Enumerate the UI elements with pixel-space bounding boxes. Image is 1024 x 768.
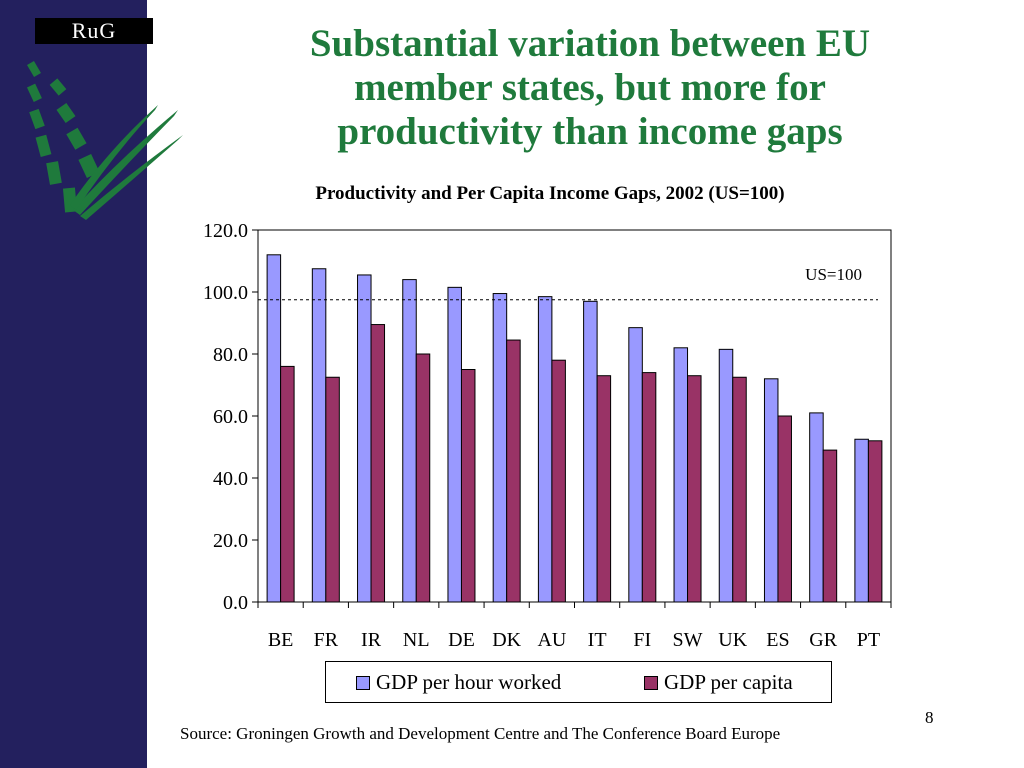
plot-area bbox=[257, 229, 892, 603]
legend-item-hour: GDP per hour worked bbox=[356, 670, 561, 695]
page-number: 8 bbox=[925, 708, 934, 727]
bar-hour-sw bbox=[673, 347, 689, 603]
x-tick-label: AU bbox=[537, 629, 566, 651]
bar-hour-dk bbox=[492, 293, 508, 603]
bar-capita-pt bbox=[867, 440, 883, 603]
bar-hour-gr bbox=[809, 412, 824, 603]
x-tick-label: ES bbox=[766, 629, 789, 651]
bar-hour-fr bbox=[311, 268, 327, 603]
logo-text: RuG bbox=[71, 18, 117, 43]
bar-hour-it bbox=[583, 300, 598, 603]
bar-capita-it bbox=[596, 375, 612, 603]
legend-swatch-hour bbox=[356, 675, 370, 690]
bar-hour-es bbox=[763, 378, 779, 603]
slide-title-line-2: member states, but more for bbox=[354, 66, 826, 109]
bar-hour-be bbox=[266, 254, 282, 603]
slide-title-line-3: productivity than income gaps bbox=[337, 110, 843, 153]
bar-capita-dk bbox=[506, 339, 521, 603]
bar-capita-be bbox=[280, 365, 295, 603]
bar-hour-ir bbox=[357, 274, 372, 603]
bar-capita-de bbox=[460, 369, 476, 603]
bar-capita-uk bbox=[732, 376, 747, 603]
y-tick-label: 60.0 bbox=[213, 406, 248, 428]
bar-capita-nl bbox=[415, 353, 431, 603]
y-tick-label: 40.0 bbox=[213, 468, 248, 490]
y-tick-label: 20.0 bbox=[213, 530, 248, 552]
x-tick-label: SW bbox=[673, 629, 703, 651]
bar-capita-sw bbox=[687, 375, 702, 603]
legend-swatch-capita bbox=[644, 675, 658, 690]
bar-capita-gr bbox=[822, 449, 838, 603]
x-tick-label: NL bbox=[403, 629, 430, 651]
bar-hour-de bbox=[447, 286, 462, 603]
legend-item-capita: GDP per capita bbox=[644, 670, 793, 695]
bar-capita-es bbox=[777, 415, 792, 603]
bar-hour-nl bbox=[402, 279, 417, 603]
bar-capita-fi bbox=[641, 372, 657, 603]
reference-line-label: US=100 bbox=[805, 265, 862, 284]
slide-title-line-1: Substantial variation between EU bbox=[309, 22, 871, 65]
x-tick-label: UK bbox=[718, 629, 747, 651]
x-tick-label: IR bbox=[361, 629, 382, 651]
slide-title: Substantial variation between EU member … bbox=[240, 22, 940, 154]
x-tick-label: GR bbox=[809, 629, 837, 651]
bar-hour-au bbox=[537, 296, 553, 603]
source-note: Source: Groningen Growth and Development… bbox=[180, 724, 781, 743]
legend-label-hour: GDP per hour worked bbox=[376, 670, 562, 694]
bar-hour-fi bbox=[628, 327, 643, 603]
x-tick-label: FR bbox=[314, 629, 339, 651]
chart-title: Productivity and Per Capita Income Gaps,… bbox=[315, 183, 785, 204]
x-tick-label: IT bbox=[588, 629, 607, 651]
y-tick-label: 0.0 bbox=[223, 592, 248, 614]
x-tick-label: FI bbox=[633, 629, 651, 651]
bar-capita-ir bbox=[370, 324, 386, 603]
x-tick-label: DK bbox=[492, 629, 521, 651]
y-tick-label: 100.0 bbox=[203, 282, 248, 304]
bar-capita-fr bbox=[325, 376, 340, 603]
x-tick-label: DE bbox=[448, 629, 475, 651]
x-tick-label: PT bbox=[857, 629, 880, 651]
x-tick-label: BE bbox=[268, 629, 294, 651]
y-tick-label: 120.0 bbox=[203, 220, 248, 242]
bar-capita-au bbox=[551, 359, 566, 603]
y-tick-label: 80.0 bbox=[213, 344, 248, 366]
sidebar: RuG bbox=[0, 0, 183, 768]
legend-label-capita: GDP per capita bbox=[664, 670, 793, 694]
bar-hour-uk bbox=[718, 348, 734, 603]
wheat-logo-icon bbox=[26, 60, 183, 220]
bar-hour-pt bbox=[854, 438, 869, 603]
chart-legend: GDP per hour worked GDP per capita bbox=[325, 661, 832, 703]
logo: RuG bbox=[35, 18, 153, 44]
